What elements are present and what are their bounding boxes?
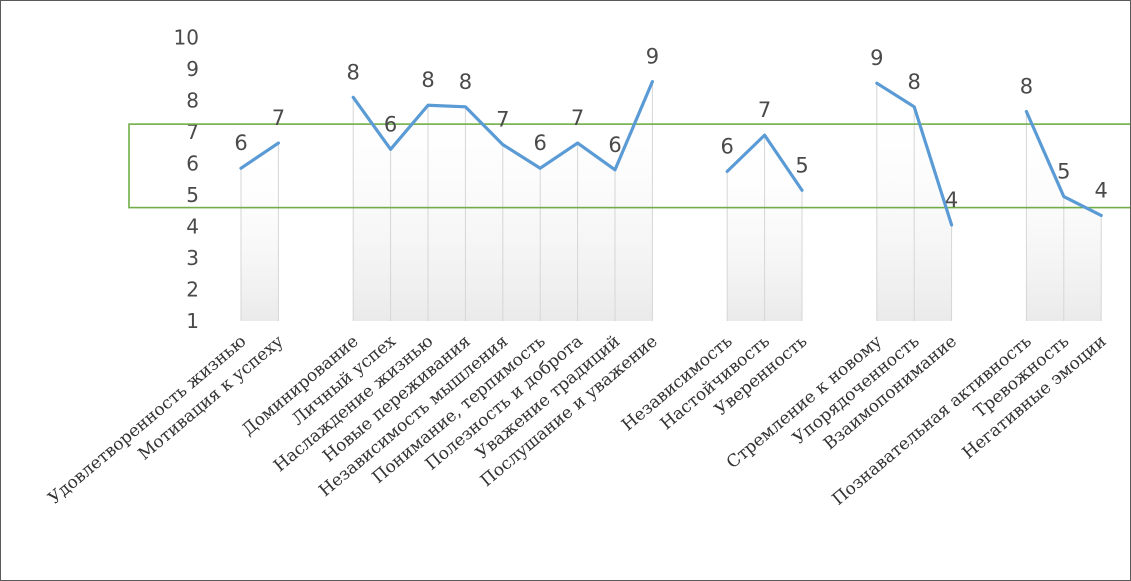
data-label: 9 xyxy=(646,45,659,69)
data-label: 4 xyxy=(1095,178,1108,202)
data-label: 7 xyxy=(496,108,509,132)
data-label: 9 xyxy=(870,46,883,70)
y-tick-label: 3 xyxy=(186,246,199,270)
data-label: 8 xyxy=(908,70,921,94)
y-tick-label: 4 xyxy=(186,215,199,239)
y-tick-label: 9 xyxy=(186,57,199,81)
y-tick-label: 1 xyxy=(186,309,199,333)
data-label: 7 xyxy=(758,98,771,122)
series-line xyxy=(351,79,655,172)
series-line xyxy=(875,81,954,227)
data-label: 4 xyxy=(945,188,958,212)
y-tick-label: 5 xyxy=(186,183,199,207)
series-line xyxy=(1024,109,1103,218)
data-label: 6 xyxy=(608,133,621,157)
drop-area xyxy=(241,143,279,321)
series-line xyxy=(725,133,804,192)
y-tick-label: 10 xyxy=(174,26,199,50)
data-label: 5 xyxy=(1057,160,1070,184)
x-tick-label: Удовлетворенность жизнью xyxy=(45,331,251,508)
data-label: 6 xyxy=(384,112,397,136)
y-tick-label: 2 xyxy=(186,278,199,302)
data-label: 8 xyxy=(1020,75,1033,99)
data-label: 6 xyxy=(721,134,734,158)
data-label: 6 xyxy=(534,131,547,155)
data-label: 8 xyxy=(459,70,472,94)
data-label: 8 xyxy=(347,60,360,84)
data-label: 5 xyxy=(795,153,808,177)
data-label: 6 xyxy=(234,131,247,155)
data-label: 7 xyxy=(571,106,584,130)
data-label: 7 xyxy=(272,106,285,130)
y-tick-label: 6 xyxy=(186,152,199,176)
y-tick-label: 7 xyxy=(186,120,199,144)
data-label: 8 xyxy=(421,68,434,92)
y-tick-label: 8 xyxy=(186,89,199,113)
series-line xyxy=(239,141,280,170)
